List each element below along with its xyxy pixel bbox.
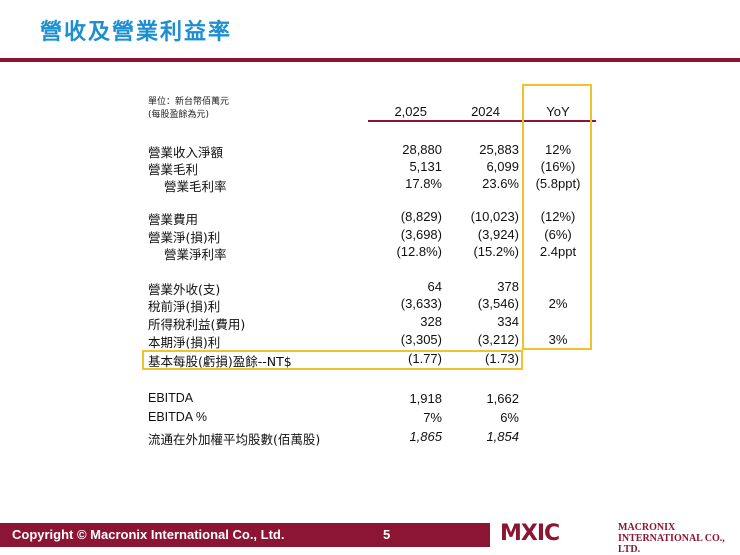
table-row: 本期淨(損)利 (3,305) (3,212) 3%: [0, 332, 740, 350]
row-label: 基本每股(虧損)盈餘--NT$: [148, 354, 292, 369]
row-label: 營業毛利率: [164, 179, 227, 194]
row-label: EBITDA: [148, 391, 194, 405]
row-label: 本期淨(損)利: [148, 335, 221, 350]
value-2024: 1,854: [486, 429, 519, 444]
value-2025: 17.8%: [405, 176, 442, 191]
row-label: 稅前淨(損)利: [148, 299, 221, 314]
table-row: 所得稅利益(費用) 328 334: [0, 314, 740, 332]
value-2025: (1.77): [408, 351, 442, 366]
copyright-text: Copyright © Macronix International Co., …: [12, 527, 285, 542]
value-yoy: (6%): [544, 227, 572, 242]
table-row: 營業費用 (8,829) (10,023) (12%): [0, 209, 740, 227]
title-divider: [0, 58, 740, 62]
value-yoy: 12%: [544, 142, 572, 157]
table-row: 稅前淨(損)利 (3,633) (3,546) 2%: [0, 296, 740, 314]
value-2024: (3,546): [477, 296, 519, 311]
value-2024: 1,662: [486, 391, 519, 406]
value-yoy: 2%: [548, 296, 568, 311]
value-2025: (3,698): [400, 227, 442, 242]
value-2024: 334: [497, 314, 519, 329]
row-label: EBITDA %: [148, 410, 208, 424]
table-row-eps: 基本每股(虧損)盈餘--NT$ (1.77) (1.73): [0, 351, 740, 369]
column-header-2025: 2,025: [394, 104, 427, 119]
column-header-2024: 2024: [471, 104, 500, 119]
value-2025: (3,305): [400, 332, 442, 347]
page-title: 營收及營業利益率: [40, 20, 233, 45]
table-row: EBITDA 1,918 1,662: [0, 391, 740, 408]
value-2025: 1,918: [409, 391, 442, 406]
value-yoy: 2.4ppt: [539, 244, 577, 259]
value-2024: 378: [497, 279, 519, 294]
company-logo: MXIC MACRONIX INTERNATIONAL CO., LTD.: [500, 521, 732, 555]
row-label: 營業淨(損)利: [148, 230, 221, 245]
value-2024: (3,924): [477, 227, 519, 242]
row-label: 營業外收(支): [148, 282, 221, 297]
table-row: 營業外收(支) 64 378: [0, 279, 740, 297]
unit-note-line: (每股盈餘為元): [148, 110, 210, 120]
logo-company-name: MACRONIX INTERNATIONAL CO., LTD.: [618, 522, 732, 555]
value-2025: 1,865: [409, 429, 442, 444]
table-row: 流通在外加權平均股數(佰萬股) 1,865 1,854: [0, 429, 740, 447]
value-2025: 28,880: [402, 142, 442, 157]
row-label: 所得稅利益(費用): [148, 317, 246, 332]
logo-line: MACRONIX: [618, 522, 676, 533]
row-label: 營業費用: [148, 212, 199, 227]
value-yoy: (16%): [540, 159, 576, 174]
value-yoy: (5.8ppt): [535, 176, 581, 191]
value-yoy: 3%: [548, 332, 568, 347]
value-2024: 25,883: [479, 142, 519, 157]
value-2024: (1.73): [485, 351, 519, 366]
footer-bar: Copyright © Macronix International Co., …: [0, 523, 490, 547]
row-label: 營業淨利率: [164, 247, 227, 262]
page-number: 5: [383, 527, 391, 542]
value-2025: (3,633): [400, 296, 442, 311]
value-2024: (10,023): [470, 209, 519, 224]
table-row: 營業收入淨額 28,880 25,883 12%: [0, 142, 740, 160]
mxic-logo-mark: MXIC: [500, 521, 560, 546]
value-yoy: (12%): [540, 209, 576, 224]
value-2024: 23.6%: [482, 176, 519, 191]
value-2025: 7%: [423, 410, 442, 425]
header-divider: [368, 120, 596, 122]
column-header-yoy: YoY: [546, 104, 570, 119]
value-2025: 5,131: [409, 159, 442, 174]
value-2024: (3,212): [477, 332, 519, 347]
value-2024: (15.2%): [473, 244, 519, 259]
unit-note: 單位：新台幣佰萬元 (每股盈餘為元): [148, 96, 229, 122]
value-2025: (12.8%): [396, 244, 442, 259]
table-row: 營業毛利 5,131 6,099 (16%): [0, 159, 740, 177]
table-row: 營業淨(損)利 (3,698) (3,924) (6%): [0, 227, 740, 245]
value-2025: (8,829): [400, 209, 442, 224]
unit-note-line: 單位：新台幣佰萬元: [148, 97, 230, 107]
value-2024: 6%: [500, 410, 519, 425]
table-row: 營業淨利率 (12.8%) (15.2%) 2.4ppt: [0, 244, 740, 262]
value-2025: 328: [420, 314, 442, 329]
table-row: EBITDA % 7% 6%: [0, 410, 740, 427]
row-label: 流通在外加權平均股數(佰萬股): [148, 432, 321, 447]
row-label: 營業收入淨額: [148, 145, 224, 160]
yoy-highlight-box: [522, 84, 592, 350]
logo-line: INTERNATIONAL CO., LTD.: [618, 533, 725, 555]
table-row: 營業毛利率 17.8% 23.6% (5.8ppt): [0, 176, 740, 194]
eps-highlight-box: [142, 350, 523, 370]
value-2024: 6,099: [486, 159, 519, 174]
value-2025: 64: [427, 279, 442, 294]
row-label: 營業毛利: [148, 162, 199, 177]
